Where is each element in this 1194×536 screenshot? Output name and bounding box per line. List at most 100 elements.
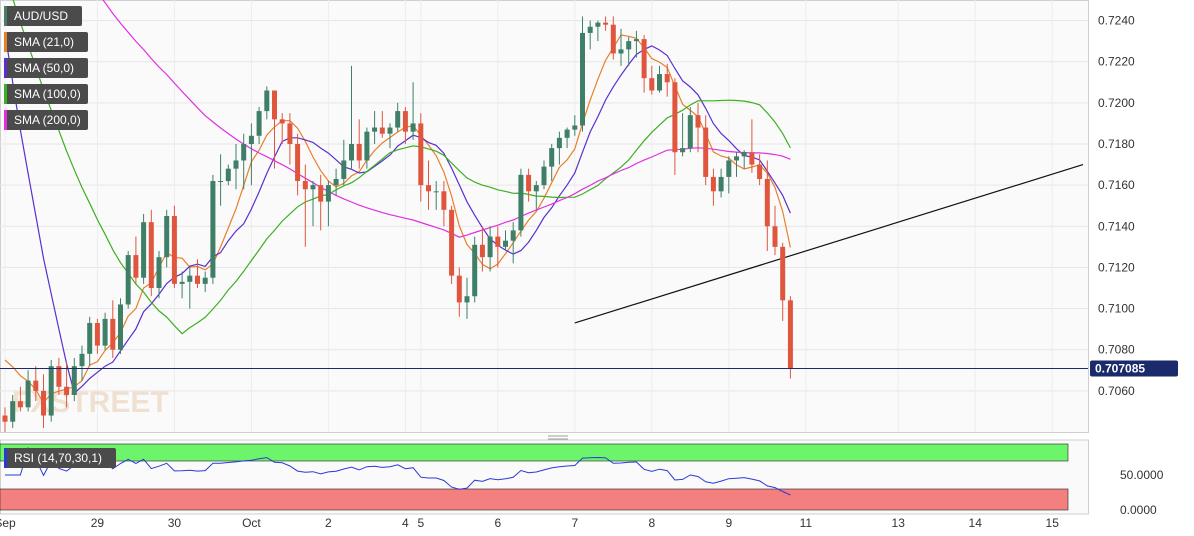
- date-tick-label: 8: [648, 516, 655, 530]
- candle-body: [649, 78, 655, 91]
- candle-body: [633, 39, 639, 42]
- candle-body: [333, 178, 339, 186]
- candle-body: [526, 174, 532, 192]
- candle-body: [279, 119, 285, 124]
- candle-body: [695, 115, 701, 128]
- candle-body: [318, 185, 324, 202]
- candle-body: [202, 277, 208, 284]
- candle-body: [672, 82, 678, 153]
- price-tick-label: 0.7060: [1098, 384, 1135, 398]
- legend-color-swatch: [4, 84, 7, 104]
- rsi-tick-label: 50.0000: [1120, 468, 1164, 482]
- candle-body: [587, 26, 593, 33]
- candle-body: [110, 318, 116, 350]
- sma-line-3: [12, 0, 791, 335]
- candle-body: [703, 127, 709, 177]
- candle-body: [241, 144, 247, 161]
- current-price-badge: [1090, 360, 1178, 377]
- candle-body: [171, 216, 177, 284]
- legend-box: [4, 32, 88, 52]
- price-tick-label: 0.7160: [1098, 178, 1135, 192]
- candle-body: [787, 300, 793, 369]
- legend-box: [4, 110, 88, 130]
- price-tick-label: 0.7140: [1098, 219, 1135, 233]
- date-tick-label: 13: [892, 516, 906, 530]
- candle-body: [248, 135, 254, 144]
- legend-label: AUD/USD: [14, 9, 68, 23]
- legend-box: [4, 6, 82, 26]
- rsi-line: [5, 446, 791, 496]
- candle-body: [133, 255, 139, 278]
- candle-body: [556, 137, 562, 149]
- legend-color-swatch: [4, 58, 7, 78]
- candle-body: [572, 125, 578, 130]
- candle-body: [456, 275, 462, 303]
- candle-body: [641, 39, 647, 79]
- candle-body: [187, 275, 193, 282]
- candle-body: [449, 209, 455, 276]
- candle-body: [749, 152, 755, 165]
- candle-body: [256, 111, 262, 136]
- candle-body: [780, 246, 786, 301]
- legend-label: SMA (200,0): [14, 113, 81, 127]
- candle-body: [710, 176, 716, 192]
- candle-body: [302, 181, 308, 190]
- candle-body: [272, 90, 277, 120]
- sma-line-4: [102, 0, 791, 238]
- candle-body: [603, 22, 609, 25]
- candle-body: [518, 174, 524, 231]
- legend-item: SMA (50,0): [4, 58, 88, 78]
- candle-body: [402, 111, 408, 132]
- date-tick-label: 30: [168, 516, 182, 530]
- candle-body: [595, 22, 601, 27]
- candle-body: [387, 127, 393, 134]
- candle-body: [195, 275, 200, 284]
- candle-body: [510, 230, 516, 241]
- candle-body: [541, 166, 547, 186]
- candle-body: [734, 156, 739, 161]
- candle-body: [757, 164, 763, 179]
- candle-body: [125, 255, 131, 305]
- candle-body: [287, 123, 293, 144]
- candle-body: [718, 176, 724, 192]
- legend-box: [4, 58, 88, 78]
- date-tick-label: Oct: [242, 516, 261, 530]
- candle-body: [549, 148, 555, 167]
- price-tick-label: 0.7220: [1098, 55, 1135, 69]
- candle-body: [764, 178, 770, 227]
- candle-body: [472, 244, 478, 297]
- date-tick-label: 2: [325, 516, 332, 530]
- price-tick-label: 0.7080: [1098, 343, 1135, 357]
- candle-body: [118, 304, 123, 350]
- candle-body: [56, 366, 62, 387]
- candle-body: [479, 244, 485, 258]
- candle-body: [141, 222, 147, 278]
- candle-body: [33, 380, 39, 391]
- candle-body: [426, 185, 431, 192]
- price-tick-label: 0.7100: [1098, 302, 1135, 316]
- candle-body: [164, 216, 170, 258]
- price-tick-label: 0.7200: [1098, 96, 1135, 110]
- price-tick-label: 0.7240: [1098, 14, 1135, 28]
- legend-item: SMA (100,0): [4, 84, 88, 104]
- date-tick-label: Sep: [0, 516, 16, 530]
- legend-item: AUD/USD: [4, 6, 82, 26]
- candle-body: [325, 185, 331, 202]
- candle-body: [680, 148, 686, 153]
- candle-body: [356, 144, 362, 161]
- candle-body: [441, 191, 447, 210]
- candle-body: [564, 129, 570, 138]
- candle-body: [503, 240, 508, 247]
- candle-body: [433, 191, 439, 193]
- candle-body: [225, 168, 231, 182]
- date-tick-label: 15: [1046, 516, 1060, 530]
- candle-body: [48, 366, 54, 416]
- date-tick-label: 9: [725, 516, 732, 530]
- candle-body: [264, 90, 270, 112]
- sma-line-1: [4, 34, 791, 404]
- candle-body: [618, 49, 624, 54]
- candle-body: [364, 131, 370, 161]
- date-tick-label: 5: [417, 516, 424, 530]
- candle-body: [17, 401, 23, 408]
